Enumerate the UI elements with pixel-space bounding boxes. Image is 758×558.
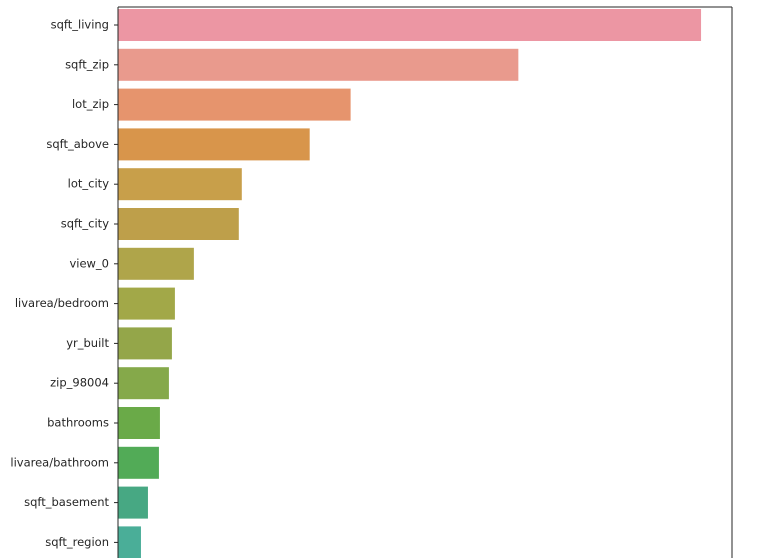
y-tick-label: sqft_zip [65,57,109,71]
y-tick-group: sqft_living sqft_zip lot_zip sqft_above lot_… [10,18,118,549]
bar-group [118,9,702,558]
y-tick-label: view_0 [69,256,109,270]
bar-sqft-above [118,128,310,161]
y-tick-label: yr_built [66,336,109,350]
bar-zip-98004 [118,367,169,400]
bar-sqft-living [118,9,702,41]
bar-sqft-zip [118,48,519,81]
y-tick-label: sqft_basement [24,495,109,509]
bar-bathrooms [118,407,160,439]
bar-sqft-city [118,208,239,240]
bar-yr-built [118,327,172,360]
y-tick-label: bathrooms [47,416,109,430]
y-tick-label: sqft_above [46,137,109,151]
bar-view-0 [118,247,194,280]
y-tick-label: sqft_region [45,535,109,549]
bar-lot-city [118,168,242,201]
y-tick-label: lot_city [68,177,110,191]
bar-sqft-basement [118,486,148,519]
bar-sqft-region [118,526,141,558]
y-tick-label: zip_98004 [50,376,109,390]
y-tick-label: sqft_living [51,18,109,32]
y-tick-label: livarea/bathroom [10,455,109,469]
bar-lot-zip [118,88,351,121]
y-tick-label: sqft_city [61,217,109,231]
y-tick-label: livarea/bedroom [15,296,109,310]
bar-livarea-bathroom [118,446,159,479]
y-tick-label: lot_zip [72,97,109,111]
bar-livarea-bedroom [118,287,175,320]
